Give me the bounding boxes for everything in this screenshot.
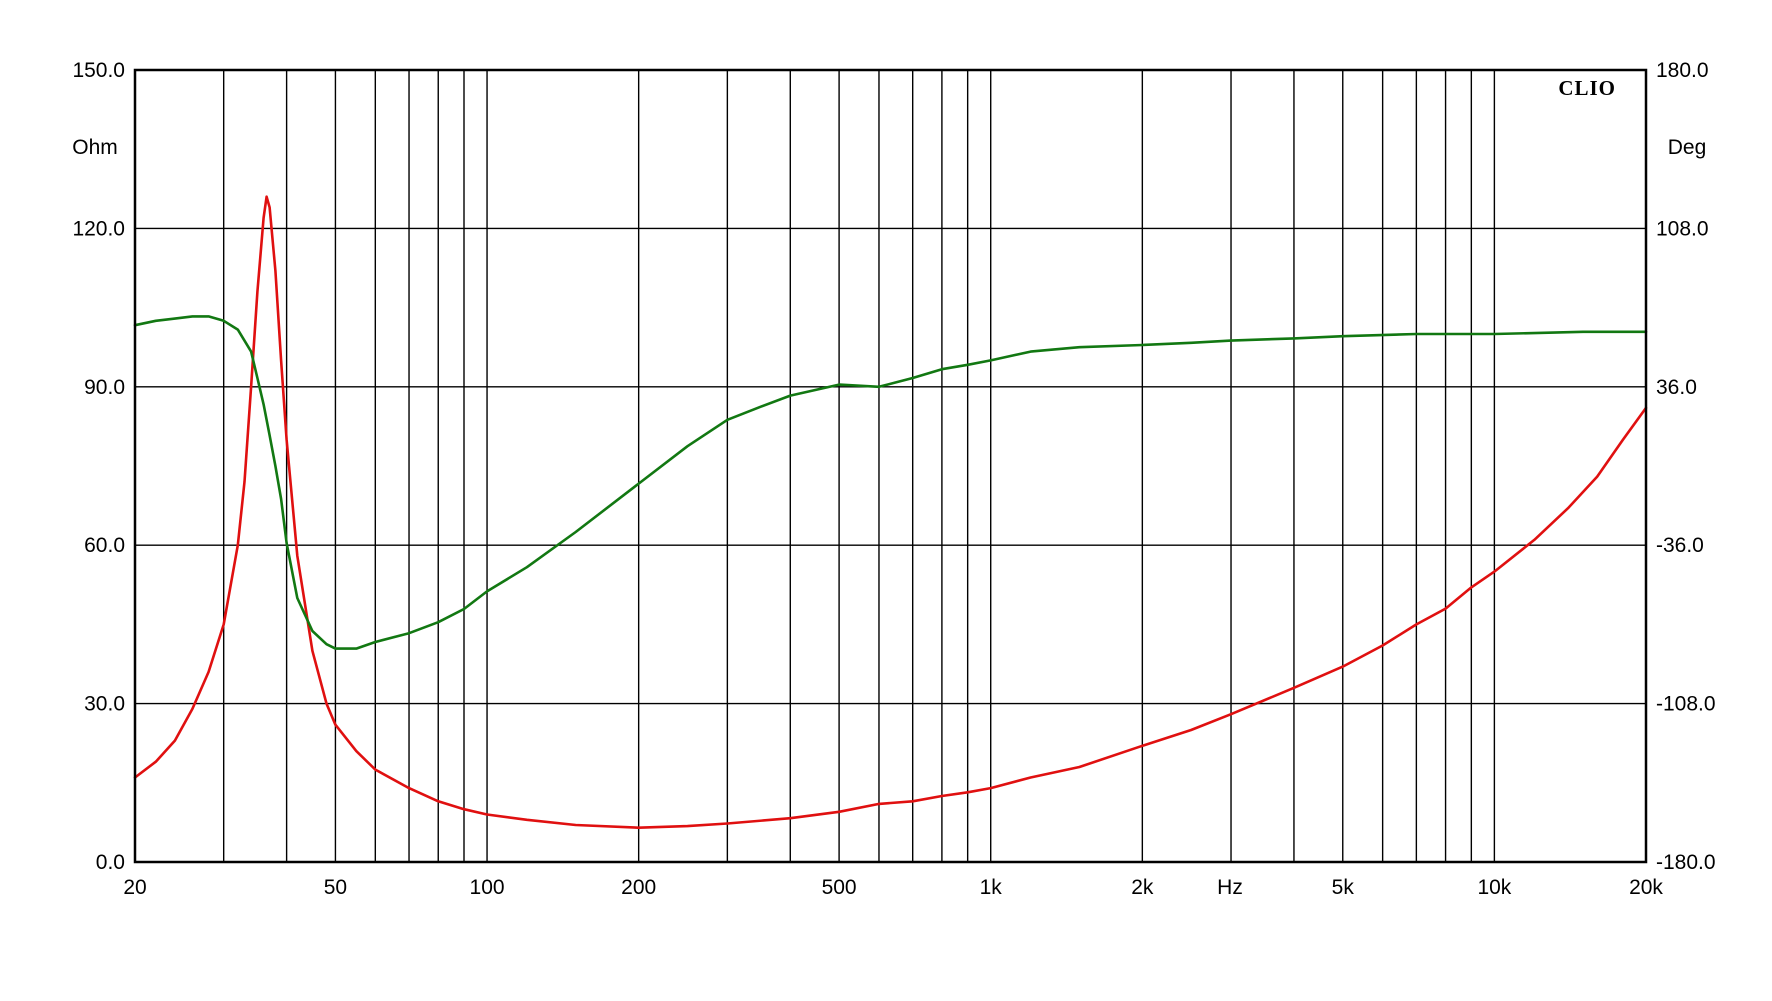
y-left-tick-label: 90.0 [84, 376, 125, 399]
x-tick-label: 20 [123, 876, 146, 899]
y-left-tick-label: 0.0 [96, 851, 125, 874]
curve-layer [133, 195, 1648, 829]
label-layer: 20 50 100 200 500 1k 2k 5k 10k 20k 0.0 30.0 60.0 90.0… [72, 59, 1715, 899]
y-left-tick-label: 150.0 [72, 59, 125, 82]
right-axis-unit: Deg [1668, 136, 1707, 159]
x-tick-label: 500 [822, 876, 857, 899]
phase-curve [133, 315, 1648, 650]
y-left-tick-label: 120.0 [72, 217, 125, 240]
grid-layer [134, 69, 1647, 863]
x-tick-label: 1k [980, 876, 1003, 899]
left-axis-unit: Ohm [72, 136, 118, 159]
y-left-tick-label: 30.0 [84, 693, 125, 716]
y-right-tick-label: 180.0 [1656, 59, 1709, 82]
y-right-tick-label: -108.0 [1656, 693, 1716, 716]
y-right-tick-label: 108.0 [1656, 217, 1709, 240]
x-tick-label: 200 [621, 876, 656, 899]
x-tick-label: 2k [1131, 876, 1154, 899]
magnitude-curve [133, 195, 1648, 829]
y-right-tick-label: -36.0 [1656, 534, 1704, 557]
y-right-tick-label: 36.0 [1656, 376, 1697, 399]
x-tick-label: 5k [1332, 876, 1355, 899]
x-tick-label: 20k [1629, 876, 1663, 899]
x-tick-label: 50 [324, 876, 347, 899]
y-left-tick-label: 60.0 [84, 534, 125, 557]
x-axis-unit: Hz [1217, 876, 1243, 899]
clio-brand-label: CLIO [1558, 76, 1616, 100]
y-right-tick-label: -180.0 [1656, 851, 1716, 874]
x-tick-label: 100 [470, 876, 505, 899]
x-tick-label: 10k [1477, 876, 1511, 899]
plot-frame [133, 68, 1648, 864]
